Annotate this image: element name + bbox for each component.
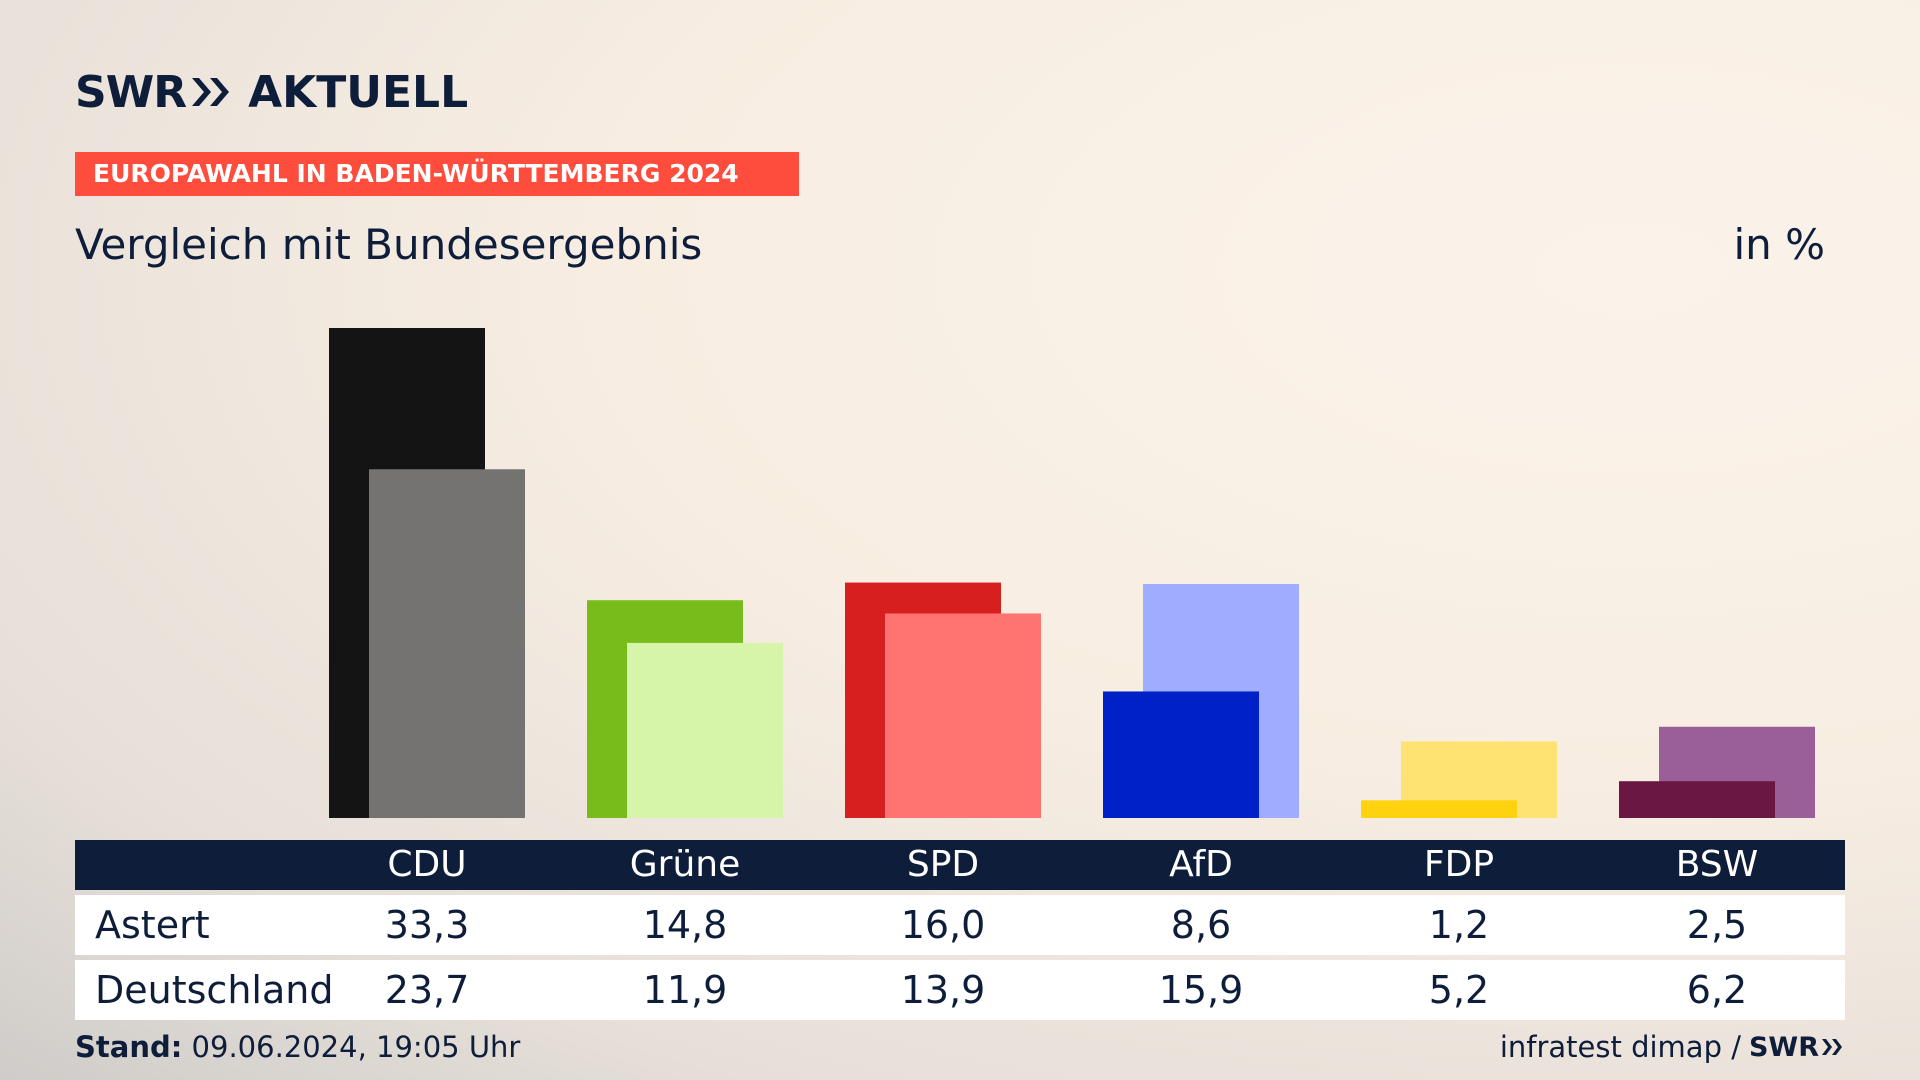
timestamp: Stand: 09.06.2024, 19:05 Uhr — [75, 1030, 520, 1064]
row-label: Deutschland — [95, 968, 334, 1012]
table-cell: 6,2 — [1686, 968, 1748, 1012]
bar-astert-bsw — [1619, 781, 1775, 818]
bar-deutschland-spd — [885, 613, 1041, 818]
column-header-bsw: BSW — [1675, 844, 1759, 885]
source-credit: infratest dimap / SWR — [1500, 1030, 1845, 1064]
column-header-fdp: FDP — [1423, 844, 1495, 885]
table-cell: 33,3 — [384, 903, 470, 947]
chart-subtitle: Vergleich mit Bundesergebnis — [75, 220, 703, 269]
table-cell: 1,2 — [1428, 903, 1490, 947]
results-table: CDU Grüne SPD AfD FDP BSW Astert 33,3 14,8 16,0… — [75, 840, 1845, 1020]
unit-label: in % — [1733, 220, 1825, 269]
table-row: Deutschland 23,7 11,9 13,9 15,9 5,2 6,2 — [75, 960, 1845, 1020]
table-cell: 23,7 — [384, 968, 470, 1012]
table-cell: 13,9 — [900, 968, 986, 1012]
double-chevron-icon — [1822, 1039, 1842, 1055]
logo-swr-text: SWR — [75, 66, 187, 118]
bar-deutschland-cdu — [369, 469, 525, 818]
table-cell: 14,8 — [642, 903, 728, 947]
bar-astert-afd — [1103, 691, 1259, 818]
table-cell: 8,6 — [1170, 903, 1232, 947]
table-cell: 5,2 — [1428, 968, 1490, 1012]
column-header-grüne: Grüne — [629, 844, 741, 885]
row-label: Astert — [95, 903, 210, 947]
column-header-spd: SPD — [906, 844, 980, 885]
double-chevron-icon — [192, 78, 230, 106]
bar-astert-fdp — [1361, 800, 1517, 818]
table-cell: 15,9 — [1158, 968, 1244, 1012]
logo-aktuell-text: AKTUELL — [248, 66, 469, 118]
column-header-afd: AfD — [1169, 844, 1233, 885]
table-cell: 2,5 — [1686, 903, 1748, 947]
table-cell: 16,0 — [900, 903, 986, 947]
stand-label: Stand: — [75, 1030, 183, 1064]
bar-deutschland-grüne — [627, 642, 783, 818]
swr-aktuell-logo: SWR AKTUELL — [75, 66, 468, 118]
election-banner: EUROPAWAHL IN BADEN-WÜRTTEMBERG 2024 — [75, 152, 799, 196]
source-brand: SWR — [1748, 1031, 1819, 1063]
stand-value: 09.06.2024, 19:05 Uhr — [182, 1030, 521, 1064]
column-header-cdu: CDU — [387, 844, 467, 885]
source-text: infratest dimap / — [1499, 1030, 1741, 1064]
table-header: CDU Grüne SPD AfD FDP BSW — [75, 840, 1845, 890]
table-row: Astert 33,3 14,8 16,0 8,6 1,2 2,5 — [75, 895, 1845, 955]
table-cell: 11,9 — [642, 968, 728, 1012]
